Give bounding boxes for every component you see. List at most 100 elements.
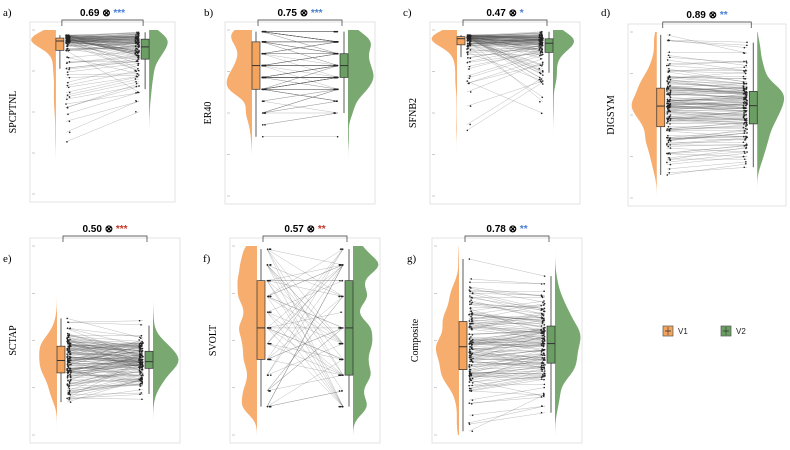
point-v2 [339, 327, 341, 329]
pair-line [65, 76, 140, 93]
point-v2 [138, 369, 141, 372]
point-v1 [469, 307, 472, 309]
point-v2 [341, 248, 344, 250]
pair-line [466, 52, 544, 82]
point-v1 [467, 35, 469, 37]
point-v2 [744, 97, 746, 99]
point-v1 [472, 341, 474, 343]
pair-line [66, 369, 144, 373]
pair-line [468, 354, 546, 372]
point-v1 [66, 84, 69, 87]
point-v1 [68, 385, 70, 388]
y-axis-label: SCTAP [8, 325, 19, 356]
pair-line [468, 320, 546, 327]
significance-stars: *** [113, 8, 125, 19]
point-v2 [141, 358, 144, 361]
point-v2 [139, 352, 141, 355]
point-v1 [68, 334, 71, 337]
pair-line [65, 58, 140, 69]
point-v1 [468, 258, 471, 260]
pair-line [466, 35, 544, 85]
point-v1 [471, 399, 474, 401]
pair-line [468, 313, 546, 322]
pair-line [468, 324, 546, 334]
point-v2 [742, 141, 745, 144]
point-v2 [541, 370, 543, 372]
pair-line [468, 342, 546, 346]
point-v2 [141, 344, 143, 346]
pair-line [468, 349, 546, 370]
pair-line [66, 363, 144, 392]
pair-line [666, 147, 748, 161]
point-v2 [538, 71, 541, 74]
point-v2 [543, 386, 546, 389]
pair-line [666, 99, 748, 102]
point-v1 [263, 41, 266, 43]
point-v2 [335, 64, 338, 67]
pair-line [66, 373, 144, 394]
point-v1 [266, 264, 269, 266]
pair-line [261, 89, 339, 114]
point-v2 [135, 80, 137, 83]
point-v2 [540, 378, 543, 380]
pair-line [66, 339, 144, 344]
point-v1 [666, 105, 668, 108]
point-v1 [468, 356, 471, 358]
pair-line [466, 80, 544, 107]
point-v2 [543, 366, 546, 369]
point-v1 [669, 119, 671, 122]
point-v1 [669, 153, 672, 155]
pair-line [666, 91, 748, 96]
point-v2 [745, 135, 747, 138]
pair-line [666, 61, 748, 65]
pair-line [468, 343, 546, 351]
point-v2 [541, 366, 544, 369]
point-v2 [540, 54, 542, 56]
point-v2 [743, 77, 745, 80]
point-v2 [742, 52, 745, 54]
pair-line [66, 379, 144, 399]
point-v1 [469, 123, 471, 126]
pair-line [65, 35, 140, 44]
point-v1 [669, 63, 671, 65]
point-v2 [742, 126, 745, 129]
pair-line [261, 31, 339, 54]
point-v2 [743, 123, 745, 125]
pair-line [666, 99, 748, 107]
pair-line [666, 101, 748, 106]
pair-line [666, 126, 748, 128]
pair-line [468, 366, 546, 370]
point-v1 [470, 310, 472, 312]
point-v1 [666, 64, 668, 67]
point-v1 [65, 34, 67, 36]
pair-line [65, 35, 140, 40]
point-v1 [466, 129, 469, 132]
point-v1 [669, 144, 672, 146]
point-v2 [542, 395, 545, 398]
point-v1 [470, 388, 472, 390]
pair-line [261, 89, 339, 102]
pair-line [666, 163, 748, 176]
point-v1 [470, 403, 473, 405]
pair-line [466, 35, 544, 40]
pair-line [468, 355, 546, 380]
point-v1 [266, 279, 269, 282]
point-v1 [669, 139, 672, 142]
pair-line [266, 312, 344, 407]
point-v1 [469, 342, 472, 344]
point-v1 [469, 43, 472, 45]
point-v1 [667, 82, 670, 84]
point-v2 [543, 326, 546, 329]
point-v1 [669, 147, 672, 149]
point-v1 [666, 174, 669, 176]
pair-line [468, 351, 546, 359]
point-v2 [340, 342, 343, 345]
point-v2 [333, 88, 335, 91]
point-v1 [269, 374, 272, 376]
point-v2 [341, 264, 343, 266]
point-v2 [744, 107, 747, 110]
point-v2 [140, 345, 142, 348]
pair-line [65, 85, 140, 100]
pair-line [65, 65, 140, 83]
pair-line [66, 346, 144, 363]
